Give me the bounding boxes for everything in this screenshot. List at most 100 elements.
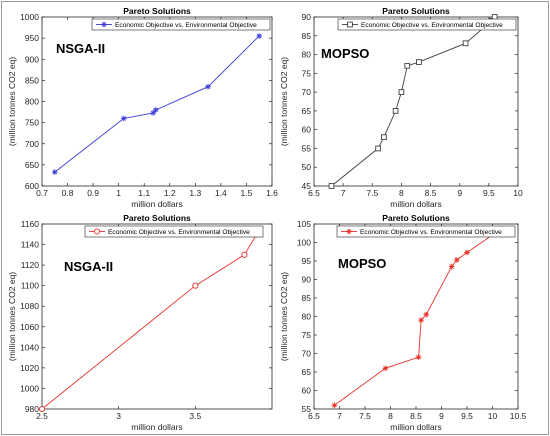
y-tick-label: 980 (25, 404, 39, 414)
y-tick-label: 1080 (20, 301, 39, 311)
data-point (404, 62, 411, 69)
chart-panel-4: 6.5 7 7.5 8 8.5 9 9.5 10 10.5 55 60 65 70 75 80 85 90 95 1… (279, 213, 527, 432)
data-point (491, 14, 498, 20)
x-tick-label: 3.5 (189, 411, 201, 421)
x-tick-label: 9 (439, 411, 444, 421)
y-tick-label: 70 (302, 87, 312, 97)
legend-marker (101, 21, 107, 28)
legend-box (336, 225, 516, 238)
y-tick-label: 950 (25, 33, 39, 43)
chart-panel-3: 2.5 3 3.5 980 1000 1020 1040 1060 1080 1100 1120 11… (7, 213, 273, 432)
y-tick-label: 105 (297, 219, 311, 229)
data-point (448, 263, 455, 270)
x-tick-label: 10 (488, 411, 498, 421)
legend-entry: Economic Objective vs. Environmental Obj… (108, 229, 250, 236)
data-point (382, 365, 389, 372)
x-tick-label: 8.5 (425, 188, 437, 198)
x-tick-label: 1.4 (215, 188, 227, 198)
y-axis-label: (million tonnes CO2 eq) (7, 272, 17, 361)
x-tick-label: 1.5 (241, 188, 253, 198)
y-tick-label: 85 (302, 31, 312, 41)
data-point (381, 134, 387, 141)
chart-panel-1: 0.7 0.8 0.9 1 1.1 1.2 1.3 1.4 1.5 1.6 600 650 700 750… (7, 6, 278, 209)
data-point (241, 251, 248, 258)
data-point (415, 354, 422, 360)
x-tick-label: 8 (388, 411, 393, 421)
y-tick-label: 75 (302, 68, 312, 78)
y-tick-label: 90 (302, 12, 312, 22)
y-tick-label: 1160 (21, 219, 40, 229)
data-point (205, 83, 211, 90)
x-tick-label: 1 (116, 188, 121, 198)
series-line (334, 229, 501, 406)
x-tick-label: 0.8 (62, 188, 74, 198)
x-axis-label: million dollars (131, 422, 183, 432)
y-axis-label: (million tonnes CO2 eq) (7, 57, 17, 146)
legend-box (84, 225, 264, 238)
x-tick-label: 3 (116, 411, 121, 421)
chart-title: Pareto Solutions (123, 213, 191, 223)
algorithm-label: MOPSO (338, 256, 386, 271)
series-line (331, 16, 496, 187)
x-tick-label: 7 (341, 188, 346, 198)
x-tick-label: 0.9 (87, 188, 99, 198)
data-point (464, 249, 470, 256)
y-tick-label: 1040 (20, 342, 39, 352)
x-tick-label: 2.5 (36, 411, 48, 421)
chart-title: Pareto Solutions (382, 213, 450, 223)
plot-area (313, 16, 519, 187)
data-point (38, 405, 46, 413)
legend-entry: Economic Objective vs. Environmental Obj… (115, 22, 257, 29)
y-tick-label: 1000 (20, 383, 39, 393)
legend-marker (347, 21, 353, 28)
x-tick-label: 7.5 (359, 411, 371, 421)
y-tick-label: 1000 (20, 12, 39, 22)
y-tick-label: 55 (302, 143, 312, 153)
x-tick-label: 9.5 (483, 188, 495, 198)
data-point (51, 169, 58, 175)
data-point (331, 402, 338, 409)
y-tick-label: 650 (25, 160, 39, 170)
y-tick-label: 75 (302, 330, 312, 340)
y-tick-label: 750 (25, 118, 39, 128)
legend-box (337, 18, 517, 31)
chart-title: Pareto Solutions (382, 6, 450, 16)
data-point (256, 33, 263, 39)
y-tick-label: 50 (302, 162, 312, 172)
data-point (454, 257, 460, 263)
y-tick-label: 1120 (21, 260, 40, 270)
x-tick-label: 9.5 (461, 411, 473, 421)
data-point (150, 110, 156, 116)
y-tick-label: 1060 (20, 322, 39, 332)
y-tick-label: 1100 (21, 281, 40, 291)
x-tick-label: 6.5 (308, 188, 320, 198)
chart-title: Pareto Solutions (123, 6, 191, 16)
x-tick-label: 1.1 (138, 188, 150, 198)
x-tick-label: 1.2 (164, 188, 176, 198)
x-tick-label: 1.6 (266, 188, 278, 198)
data-point (416, 59, 422, 65)
plot-area (41, 16, 273, 187)
y-tick-label: 800 (25, 97, 39, 107)
x-axis-label: million dollars (131, 199, 183, 209)
y-tick-label: 65 (302, 367, 312, 377)
legend-marker (346, 228, 352, 235)
x-tick-label: 0.7 (36, 188, 48, 198)
x-tick-label: 9 (457, 188, 462, 198)
y-tick-label: 100 (297, 238, 311, 248)
y-tick-label: 95 (302, 256, 312, 266)
y-tick-label: 80 (302, 312, 312, 322)
data-point (152, 107, 159, 113)
algorithm-label: NSGA-II (64, 259, 113, 274)
data-point (392, 108, 399, 114)
data-point (423, 311, 429, 318)
data-point (328, 183, 335, 189)
y-axis-label: (million tonnes CO2 eq) (279, 57, 289, 146)
x-tick-label: 10.5 (510, 411, 527, 421)
series-line (41, 234, 258, 410)
data-point (418, 317, 424, 323)
y-tick-label: 1140 (21, 240, 40, 250)
legend-marker (93, 228, 101, 235)
chart-panel-2: 6.5 7 7.5 8 8.5 9 9.5 10 45 50 55 60 65 70 75 80 85 90 Par… (279, 6, 523, 209)
